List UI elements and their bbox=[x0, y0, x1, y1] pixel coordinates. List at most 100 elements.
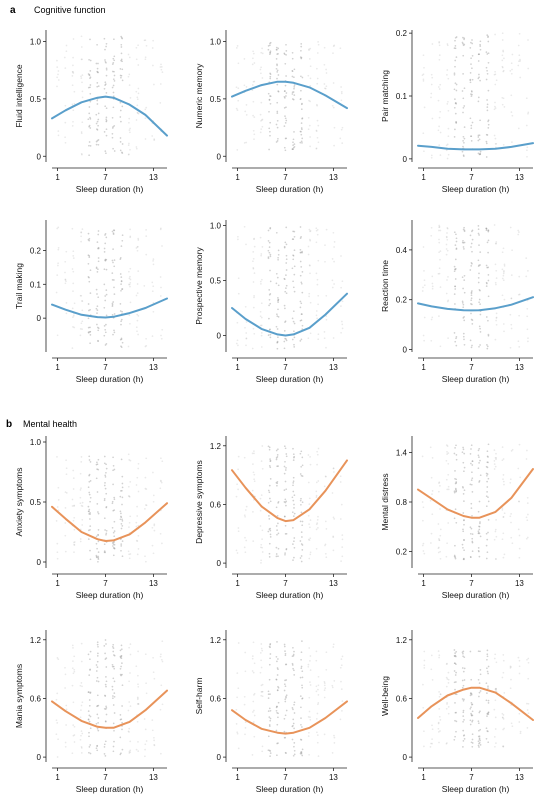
scatter-point bbox=[96, 660, 99, 663]
scatter-point bbox=[422, 519, 424, 522]
scatter-point bbox=[88, 144, 90, 147]
scatter-point bbox=[57, 264, 59, 267]
scatter-point bbox=[439, 229, 442, 232]
scatter-point bbox=[462, 287, 464, 290]
scatter-point bbox=[300, 130, 302, 133]
scatter-point bbox=[269, 95, 271, 97]
scatter-point bbox=[104, 59, 106, 61]
scatter-point bbox=[277, 547, 280, 550]
scatter-point bbox=[479, 40, 482, 43]
scatter-point bbox=[252, 80, 255, 83]
scatter-point bbox=[471, 540, 474, 543]
scatter-point bbox=[136, 505, 138, 508]
scatter-point bbox=[89, 500, 91, 503]
scatter-point bbox=[135, 326, 138, 329]
scatter-point bbox=[308, 696, 311, 699]
scatter-point bbox=[341, 142, 344, 144]
scatter-point bbox=[81, 96, 84, 99]
scatter-point bbox=[291, 338, 294, 341]
scatter-point bbox=[144, 58, 147, 61]
scatter-point bbox=[153, 83, 155, 86]
scatter-point bbox=[438, 54, 441, 56]
scatter-point bbox=[261, 683, 264, 686]
scatter-point bbox=[96, 82, 99, 84]
scatter-point bbox=[503, 483, 505, 486]
scatter-point bbox=[423, 106, 426, 109]
scatter-point bbox=[87, 73, 90, 75]
scatter-point bbox=[253, 694, 255, 696]
scatter-point bbox=[422, 683, 424, 686]
scatter-point bbox=[445, 676, 448, 679]
scatter-point bbox=[269, 44, 271, 47]
scatter-point bbox=[275, 457, 278, 459]
scatter-point bbox=[244, 536, 246, 539]
scatter-point bbox=[153, 138, 156, 140]
scatter-point bbox=[308, 753, 310, 756]
scatter-point bbox=[64, 136, 66, 139]
scatter-point bbox=[526, 146, 529, 149]
scatter-point bbox=[447, 337, 449, 339]
scatter-point bbox=[269, 253, 272, 256]
scatter-point bbox=[252, 50, 254, 53]
scatter-point bbox=[471, 238, 474, 241]
scatter-point bbox=[316, 712, 319, 715]
scatter-point bbox=[486, 713, 489, 715]
scatter-point bbox=[309, 519, 312, 521]
scatter-point bbox=[471, 90, 473, 93]
scatter-point bbox=[284, 321, 286, 323]
scatter-point bbox=[88, 124, 91, 127]
scatter-point bbox=[104, 81, 107, 84]
scatter-point bbox=[445, 243, 448, 246]
scatter-point bbox=[104, 639, 107, 641]
scatter-point bbox=[88, 154, 90, 157]
scatter-point bbox=[455, 655, 457, 658]
scatter-point bbox=[65, 280, 67, 283]
scatter-point bbox=[111, 302, 114, 305]
scatter-point bbox=[422, 550, 425, 552]
scatter-point bbox=[128, 701, 131, 703]
scatter-point bbox=[478, 298, 481, 301]
scatter-point bbox=[438, 241, 441, 244]
scatter-point bbox=[237, 455, 240, 458]
scatter-point bbox=[494, 338, 497, 341]
scatter-point bbox=[120, 549, 122, 552]
scatter-point bbox=[128, 731, 130, 733]
scatter-point bbox=[526, 536, 529, 539]
scatter-point bbox=[71, 103, 74, 106]
scatter-point bbox=[261, 77, 264, 79]
scatter-point bbox=[73, 516, 76, 519]
scatter-point bbox=[454, 128, 456, 131]
scatter-point bbox=[477, 281, 480, 284]
scatter-point bbox=[463, 230, 466, 233]
scatter-point bbox=[517, 127, 520, 130]
scatter-point bbox=[503, 269, 505, 272]
scatter-point bbox=[422, 54, 425, 57]
scatter-point bbox=[267, 749, 270, 752]
scatter-point bbox=[253, 62, 256, 64]
scatter-point bbox=[137, 685, 140, 688]
scatter-point bbox=[431, 728, 434, 731]
scatter-point bbox=[111, 70, 114, 73]
scatter-point bbox=[276, 48, 278, 51]
scatter-point bbox=[430, 668, 433, 671]
scatter-point bbox=[111, 526, 114, 529]
scatter-point bbox=[105, 67, 108, 70]
scatter-point bbox=[57, 130, 60, 132]
scatter-point bbox=[121, 518, 123, 521]
scatter-point bbox=[445, 292, 448, 295]
scatter-point bbox=[487, 456, 489, 458]
scatter-point bbox=[300, 103, 303, 106]
scatter-point bbox=[79, 489, 82, 491]
scatter-point bbox=[301, 102, 303, 105]
scatter-point bbox=[121, 486, 124, 489]
scatter-point bbox=[103, 707, 106, 710]
scatter-point bbox=[237, 238, 239, 241]
scatter-point bbox=[120, 545, 123, 547]
scatter-point bbox=[493, 449, 496, 451]
scatter-point bbox=[494, 263, 497, 266]
scatter-point bbox=[308, 557, 311, 560]
scatter-point bbox=[276, 315, 279, 317]
scatter-point bbox=[510, 666, 512, 668]
scatter-point bbox=[261, 52, 264, 55]
scatter-point bbox=[268, 484, 271, 487]
